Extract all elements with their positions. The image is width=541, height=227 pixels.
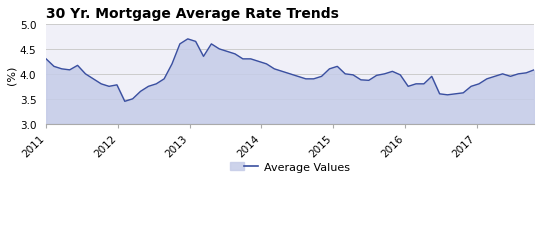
Y-axis label: (%): (%) — [7, 65, 17, 84]
Text: 30 Yr. Mortgage Average Rate Trends: 30 Yr. Mortgage Average Rate Trends — [46, 7, 339, 21]
Legend: Average Values: Average Values — [226, 158, 354, 176]
